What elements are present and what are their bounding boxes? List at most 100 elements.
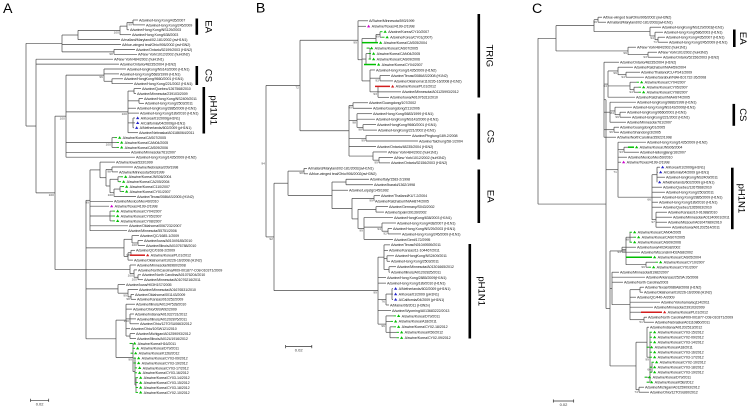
svg-text:99: 99: [353, 40, 357, 44]
svg-text:A/swine/Minnesota/761/2007: A/swine/Minnesota/761/2007: [627, 121, 672, 125]
svg-text:A/swine/Hong Kong/2885/2009 (H: A/swine/Hong Kong/2885/2009 (H1N1): [662, 196, 722, 200]
svg-text:100: 100: [124, 319, 129, 323]
svg-text:98: 98: [109, 52, 113, 56]
svg-text:A/swine/Korea/CAN04/2005: A/swine/Korea/CAN04/2005: [125, 141, 169, 145]
svg-text:A/swine/Korea/CY04/2007: A/swine/Korea/CY04/2007: [121, 209, 162, 213]
svg-text:A/New York/484/2002 (huH1N1): A/New York/484/2002 (huH1N1): [388, 150, 438, 154]
svg-text:A/swine/Minnesota/239103/2009: A/swine/Minnesota/239103/2009: [137, 92, 188, 96]
svg-text:A/swine/Texas/0086AS/2008 (H1N: A/swine/Texas/0086AS/2008 (H1N2): [391, 74, 448, 78]
svg-text:A/California/04/2009 (pH1N1): A/California/04/2009 (pH1N1): [399, 298, 445, 302]
svg-text:A/swine/Kansas/10-91088/2010: A/swine/Kansas/10-91088/2010: [668, 211, 717, 215]
svg-text:A/swine/HongKong/638/2003 (H1N: A/swine/HongKong/638/2003 (H1N1): [394, 216, 451, 220]
svg-text:A/Korea/01/2009(pH1N1): A/Korea/01/2009(pH1N1): [666, 166, 705, 170]
svg-text:100: 100: [60, 116, 65, 120]
svg-text:A/swine/HongKong/NS143/2000 (H: A/swine/HongKong/NS143/2000 (H1N1): [376, 118, 438, 122]
svg-text:EA: EA: [485, 190, 496, 203]
svg-text:A/swine/Michigan/A01259093/201: A/swine/Michigan/A01259093/2012: [136, 332, 191, 336]
svg-text:A/mallard/Maryland/02-181/2002: A/mallard/Maryland/02-181/2002(avH1N1): [607, 21, 672, 25]
svg-text:A/swine/Italy/1583-2/1998: A/swine/Italy/1583-2/1998: [370, 178, 410, 182]
svg-text:99: 99: [359, 229, 363, 233]
svg-text:A/swine/Korea/K5B/2012: A/swine/Korea/K5B/2012: [655, 381, 694, 385]
svg-text:98: 98: [126, 253, 130, 257]
svg-text:A/swine/Korea/CY03-14/2012: A/swine/Korea/CY03-14/2012: [144, 376, 190, 380]
svg-text:A/swine/Texas/0086AS/2005 (H1N: A/swine/Texas/0086AS/2005 (H1N2): [137, 195, 194, 199]
svg-text:99: 99: [593, 20, 597, 24]
svg-text:A/swine/Hong Kong/1435/2009 (H: A/swine/Hong Kong/1435/2009 (H1N2): [136, 156, 196, 160]
svg-text:A/swine/Ontario/52199/2003 (H1: A/swine/Ontario/52199/2003 (H1N2): [136, 48, 192, 52]
svg-text:100: 100: [49, 193, 54, 197]
svg-text:A/swine/Illinois/A01347528/201: A/swine/Illinois/A01347528/2010: [136, 303, 186, 307]
svg-text:A/swine/Nebraska/A01186064/201: A/swine/Nebraska/A01186064/2011: [139, 131, 194, 135]
svg-text:A/swine/Korea/JNS06/2004: A/swine/Korea/JNS06/2004: [129, 175, 172, 179]
svg-text:A/swine/Guangdong/211/2006: A/swine/Guangdong/211/2006: [373, 107, 420, 111]
svg-text:A/swine/Hong Kong/586/2003 (H1: A/swine/Hong Kong/586/2003 (H1N1): [664, 31, 722, 35]
svg-text:A/swine/Korea/CY04/2007: A/swine/Korea/CY04/2007: [645, 81, 686, 85]
svg-text:A/swine/Hong Kong/5683/1999 (H: A/swine/Hong Kong/5683/1999 (H1N1): [120, 72, 180, 76]
svg-text:A/swine/Texas/0086A8/2008 (H1N: A/swine/Texas/0086A8/2008 (H1N2): [645, 286, 701, 290]
svg-text:92: 92: [383, 231, 387, 235]
svg-text:A/swine/Ibaraki/1362/1998: A/swine/Ibaraki/1362/1998: [374, 183, 415, 187]
svg-text:A/swine/Quebec/1267568/2010: A/swine/Quebec/1267568/2010: [142, 87, 191, 91]
svg-text:100: 100: [122, 112, 127, 116]
svg-text:A/swine/Illinois/A01202825/201: A/swine/Illinois/A01202825/2011: [391, 271, 441, 275]
svg-text:A/mallard/Maryland/02-181/2002: A/mallard/Maryland/02-181/2002 (avH1N1): [121, 38, 187, 42]
svg-text:A/Swine/NorthCarolina/35922/19: A/Swine/NorthCarolina/35922/1998: [617, 136, 672, 140]
svg-text:A/swine/Hong Kong/189/2010 (H1: A/swine/Hong Kong/189/2010 (H1N1): [659, 201, 717, 205]
svg-text:A/swine/Hong Kong/638/2003: A/swine/Hong Kong/638/2003: [132, 33, 178, 37]
svg-text:A/blue-winged teal/Ohio/906/20: A/blue-winged teal/Ohio/906/2002 (avH3N2…: [603, 16, 671, 20]
svg-text:A/swine/HongKong/9660/2001 (H1: A/swine/HongKong/9660/2001 (H1N1): [627, 111, 686, 115]
svg-text:A/swine/Quebec/1267568/2010: A/swine/Quebec/1267568/2010: [663, 186, 712, 190]
svg-text:99: 99: [641, 265, 645, 269]
svg-text:A/swine/Korea/C110/2007: A/swine/Korea/C110/2007: [130, 185, 170, 189]
svg-text:A/swine/Kansas/010252/2009: A/swine/Kansas/010252/2009: [137, 298, 183, 302]
svg-text:A/swine/Texas/4199-2/1998: A/swine/Texas/4199-2/1998: [372, 25, 415, 29]
svg-text:A/swine/North Carolina/R09-001: A/swine/North Carolina/R09-001877-C08-01…: [648, 316, 733, 320]
svg-text:98: 98: [358, 127, 362, 131]
svg-text:A/swine/Hong Kong/NS129/2003: A/swine/Hong Kong/NS129/2003: [130, 28, 181, 32]
svg-text:A/swine/Ratchaburi/NIAH974/200: A/swine/Ratchaburi/NIAH974/2005: [636, 96, 690, 100]
svg-text:99: 99: [615, 115, 619, 119]
svg-text:A/California/04/2009 (pH1N1): A/California/04/2009 (pH1N1): [664, 171, 710, 175]
svg-text:A/swine/Hong Kong/435/2007: A/swine/Hong Kong/435/2007: [139, 18, 185, 22]
svg-text:99: 99: [375, 35, 379, 39]
svg-text:A/blue-winged teal/Ohio/906/20: A/blue-winged teal/Ohio/906/2002 (avH3N2…: [122, 43, 190, 47]
svg-text:A/swine/Arkansas/2529A 26/2008: A/swine/Arkansas/2529A 26/2008: [646, 276, 698, 280]
svg-text:A/swine/Michigan/A01259093/201: A/swine/Michigan/A01259093/2012: [645, 386, 700, 390]
svg-text:A/swine/Korea/A18/2011: A/swine/Korea/A18/2011: [655, 346, 693, 350]
svg-text:A/swine/Korea/CY03-16/2012: A/swine/Korea/CY03-16/2012: [143, 371, 189, 375]
svg-text:96: 96: [381, 324, 385, 328]
svg-text:A/swine/Minnesota/A01076216/20: A/swine/Minnesota/A01076216/2011: [144, 278, 201, 282]
svg-text:A/swine/Illinois/A012U1916/201: A/swine/Illinois/A012U1916/2012: [137, 337, 188, 341]
svg-text:94: 94: [261, 161, 265, 165]
svg-text:A/swine/Hong Kong/438/2007 (H1: A/swine/Hong Kong/438/2007 (H1N1): [397, 221, 455, 225]
svg-text:A/swine/Korea/CAS09/2006: A/swine/Korea/CAS09/2006: [125, 146, 168, 150]
svg-text:A/swine/Korea/CAN04/2005: A/swine/Korea/CAN04/2005: [638, 231, 682, 235]
svg-text:A/swine/Hong Kong/245/2009: A/swine/Hong Kong/245/2009: [146, 23, 192, 27]
svg-text:A/New York/1012/2002 (huH3N2): A/New York/1012/2002 (huH3N2): [138, 53, 190, 57]
svg-text:A/swine/Korea/CY01(2007): A/swine/Korea/CY01(2007): [390, 36, 432, 40]
svg-text:A/swine/Minnesota/55751/2006: A/swine/Minnesota/55751/2006: [128, 229, 177, 233]
svg-text:A/swine/Quebec/1265063/2010: A/swine/Quebec/1265063/2010: [663, 206, 712, 210]
svg-text:A/swine/Korea/CY05/2007: A/swine/Korea/CY05/2007: [121, 214, 162, 218]
svg-text:A/swine/NorthCarolina/R09-0018: A/swine/NorthCarolina/R09-001877-C08-010…: [138, 268, 222, 272]
svg-text:A/swine/Oklahoma/001143/2009: A/swine/Oklahoma/001143/2009: [135, 293, 185, 297]
svg-text:A/Netherlands/602/2009 (pH1N1): A/Netherlands/602/2009 (pH1N1): [140, 126, 192, 130]
svg-text:A/swine/Hong Kong/2503/2011: A/swine/Hong Kong/2503/2011: [145, 102, 193, 106]
svg-text:A/swine/Heilongjiang/16/2007: A/swine/Heilongjiang/16/2007: [640, 151, 686, 155]
svg-text:A/Swine/Iowa/533/1999: A/Swine/Iowa/533/1999: [116, 160, 153, 164]
svg-text:A/Netherlands/602/2009 (pH1N1): A/Netherlands/602/2009 (pH1N1): [399, 287, 451, 291]
svg-text:A/swine/Texas/N01049559/2011: A/swine/Texas/N01049559/2011: [391, 243, 441, 247]
svg-text:A/swine/Korea/CY03-19/2012: A/swine/Korea/CY03-19/2012: [142, 361, 188, 365]
svg-text:A/swine/Oklahoma/010226-16/200: A/swine/Oklahoma/010226-16/2008 (H1N2): [134, 258, 202, 262]
svg-text:A/swine/Hong Kong/2503/2011: A/swine/Hong Kong/2503/2011: [666, 191, 714, 195]
svg-text:A/swine/HongKong/2885/2009 (H1: A/swine/HongKong/2885/2009 (H1N1): [137, 107, 196, 111]
svg-text:pH1N1: pH1N1: [208, 95, 219, 125]
svg-text:66: 66: [647, 197, 651, 201]
svg-text:A/swine/Germany/S043/2002: A/swine/Germany/S043/2002: [389, 205, 435, 209]
svg-text:A/swine/Korea/PL01/2012: A/swine/Korea/PL01/2012: [668, 311, 708, 315]
svg-text:CS: CS: [485, 130, 496, 143]
svg-text:A/New York/101/2002 (huH3N2): A/New York/101/2002 (huH3N2): [658, 51, 708, 55]
svg-text:A/swine/Kansas/11-104467/2011: A/swine/Kansas/11-104467/2011: [389, 249, 440, 253]
svg-text:99: 99: [374, 160, 378, 164]
svg-text:A/swine/HongKong/NS2409/2011: A/swine/HongKong/NS2409/2011: [666, 176, 718, 180]
